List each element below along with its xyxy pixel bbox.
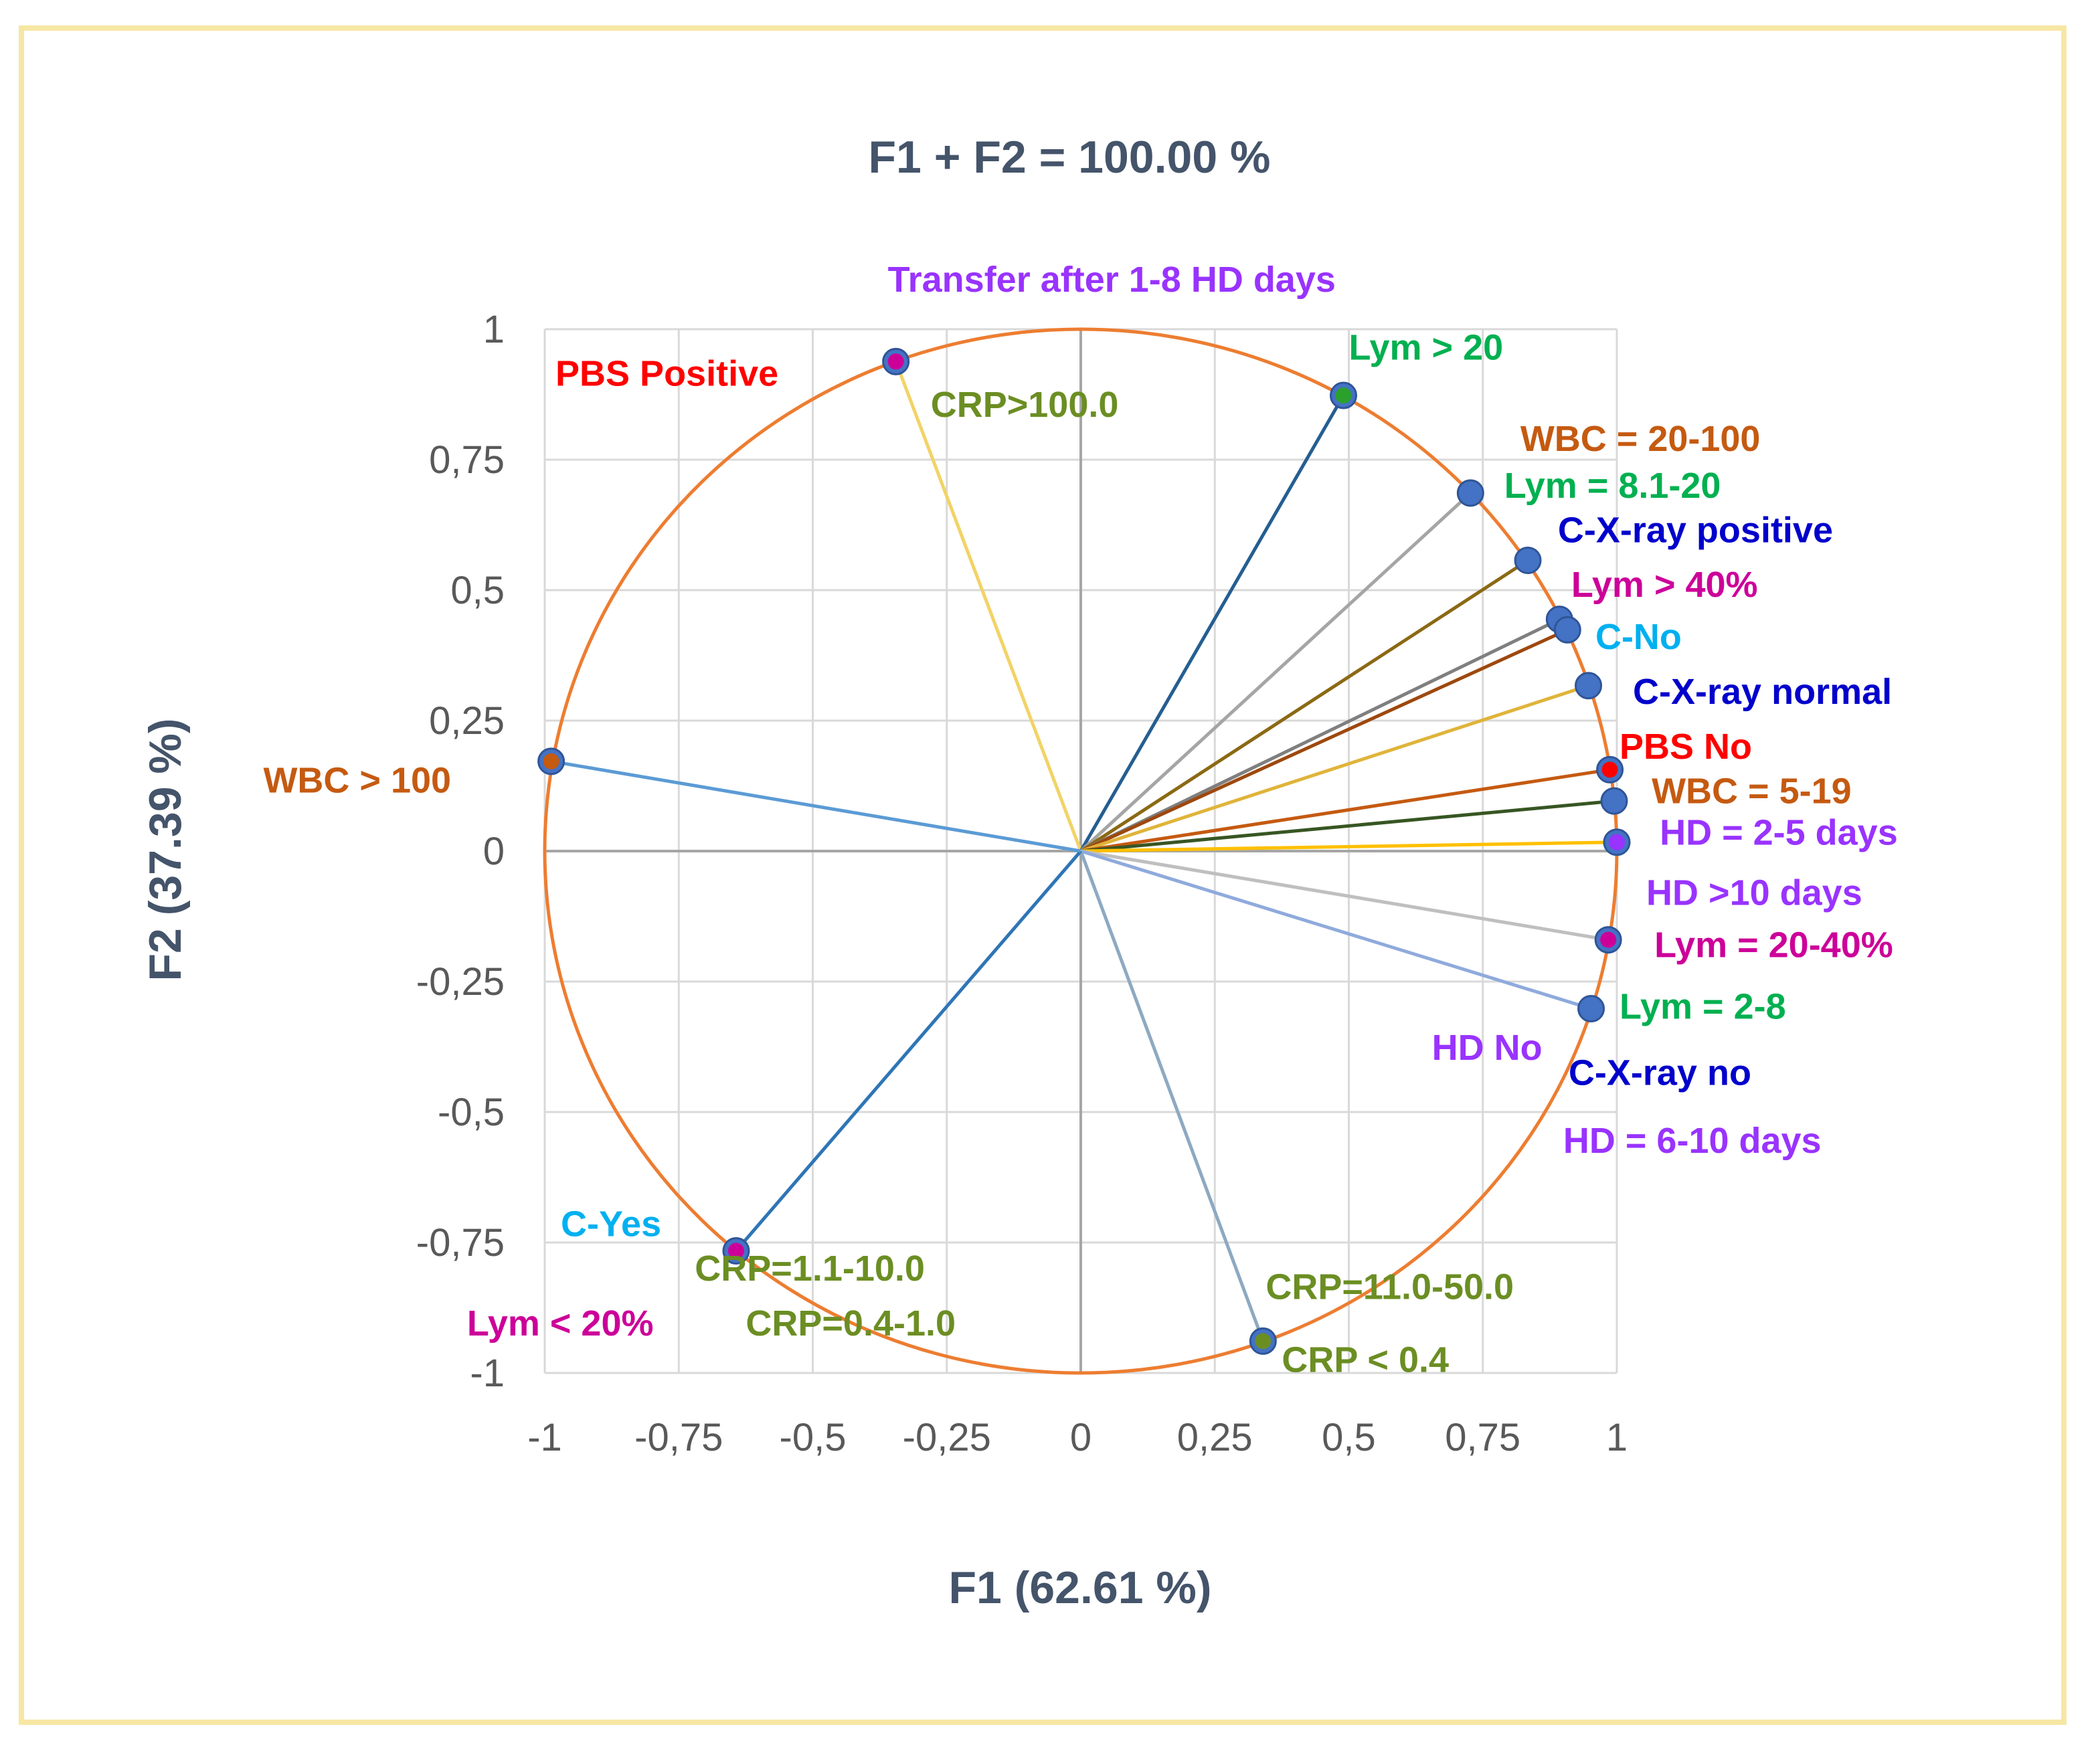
y-tick-label: -0,75 [416,1221,505,1265]
y-tick-label: 0 [483,830,505,873]
x-tick-label: 0 [1070,1416,1091,1459]
x-tick-label: -0,5 [780,1416,847,1459]
vector-line-1 [1079,394,1345,852]
point-labels: Transfer after 1-8 HD days PBS Positive CR… [263,260,1897,1380]
point-label: Lym = 8.1-20 [1504,466,1721,506]
vector-point-5 [1559,622,1576,638]
point-label: C-X-ray normal [1633,672,1892,712]
y-tick-label: 0,5 [450,569,505,612]
vector-point-3 [1520,552,1537,569]
y-tick-label: -0,5 [438,1091,505,1134]
point-label: C-X-ray no [1569,1053,1751,1093]
vector-line-9 [1080,840,1617,853]
vector-point-14 [543,753,559,769]
vector-point-8 [1605,793,1622,810]
point-label: Lym = 20-40% [1654,925,1893,965]
point-label: HD = 2-5 days [1660,813,1898,853]
vector-line-10 [1080,849,1609,942]
vector-point-10 [1600,931,1617,948]
point-label: Transfer after 1-8 HD days [888,260,1336,300]
point-label: Lym > 40% [1571,565,1758,605]
vector-point-7 [1601,761,1618,778]
point-label: PBS No [1620,727,1752,767]
point-label: CRP=1.1-10.0 [695,1249,925,1289]
x-tick-label: -1 [527,1416,562,1459]
vector-line-6 [1080,684,1589,853]
point-label: HD No [1432,1028,1543,1068]
vector-line-3 [1079,559,1529,853]
vector-points [537,347,1631,1355]
point-label: PBS Positive [555,353,778,393]
point-label: WBC > 100 [263,761,451,801]
vector-point-1 [1335,387,1352,404]
vector-point-0 [887,353,904,370]
point-label: CRP=11.0-50.0 [1265,1267,1514,1307]
vectors [551,361,1617,1342]
vector-point-6 [1580,677,1597,694]
point-label: C-Yes [561,1204,661,1245]
vector-line-11 [1080,849,1592,1010]
vector-line-2 [1079,492,1472,852]
vector-point-2 [1462,484,1479,501]
x-axis-label: F1 (62.61 %) [948,1562,1211,1613]
vector-line-8 [1080,799,1615,853]
point-label: Lym = 2-8 [1620,986,1786,1026]
point-label: C-X-ray positive [1558,510,1833,550]
x-tick-label: -0,75 [634,1416,723,1459]
y-tick-label: -0,25 [416,960,505,1004]
vector-line-14 [551,759,1081,853]
point-label: Lym < 20% [467,1303,654,1344]
x-tick-label: 0,75 [1445,1416,1520,1459]
y-tick-label: 0,75 [429,438,505,482]
point-label: HD >10 days [1646,872,1862,913]
x-tick-label: 0,5 [1322,1416,1376,1459]
chart-title: F1 + F2 = 100.00 % [868,132,1270,183]
vector-point-11 [1583,1000,1599,1017]
point-label: CRP < 0.4 [1282,1340,1449,1380]
point-label: CRP=0.4-1.0 [746,1303,956,1344]
point-label: HD = 6-10 days [1563,1121,1822,1161]
vector-line-0 [894,361,1083,852]
x-tick-label: 0,25 [1177,1416,1253,1459]
vector-point-13 [727,1242,744,1259]
vector-line-4 [1079,618,1561,853]
vector-line-7 [1080,767,1610,853]
vector-line-12 [1079,850,1265,1342]
x-tick-label: -0,25 [903,1416,991,1459]
y-tick-label: -1 [470,1352,505,1395]
point-label: C-No [1595,617,1682,657]
vector-line-13 [735,850,1082,1253]
vector-line-5 [1079,628,1569,853]
y-tick-label: 0,25 [429,699,505,743]
point-label: CRP>100.0 [931,385,1119,425]
point-label: WBC = 5-19 [1652,771,1852,811]
x-tick-label: 1 [1606,1416,1628,1459]
vector-point-12 [1255,1333,1272,1350]
y-axis-label: F2 (37.39 %) [140,718,191,981]
chart-frame [19,25,2067,1725]
tick-labels: -1 -0,75 -0,5 -0,25 0 0,25 0,5 0,75 1 1 0,75 0,5 0,2… [416,308,1628,1459]
y-tick-label: 1 [483,308,505,351]
vector-point-9 [1609,834,1625,850]
point-label: WBC = 20-100 [1520,419,1761,459]
point-label: Lym > 20 [1349,327,1504,367]
